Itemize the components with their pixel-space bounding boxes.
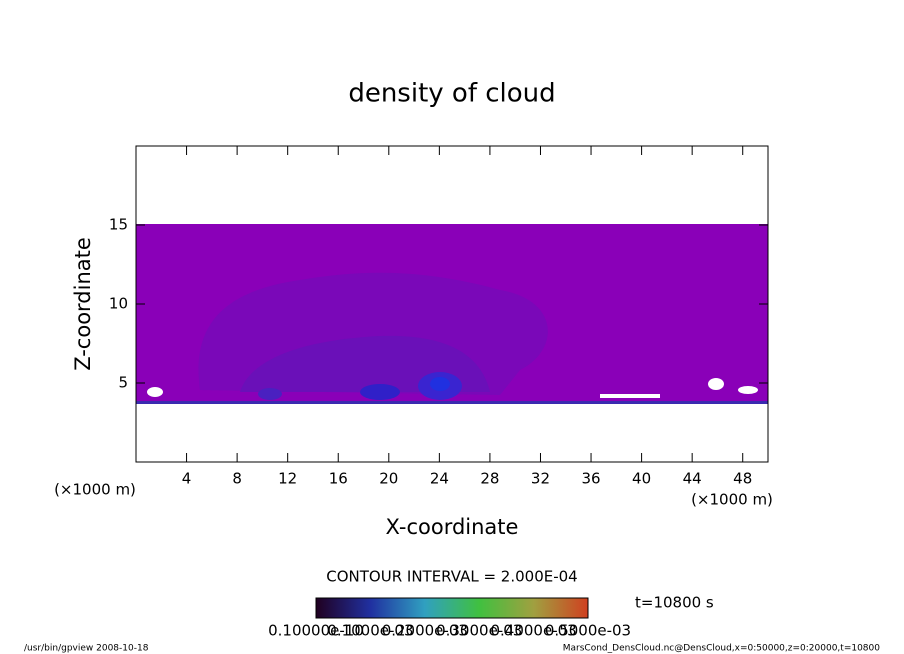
- y-tick-label: 15: [109, 216, 128, 234]
- colorbar-label: 0.1000e-03: [327, 622, 413, 640]
- x-tick-label: 16: [329, 470, 348, 488]
- x-tick-label: 40: [632, 470, 651, 488]
- contour-fill: [430, 377, 450, 391]
- x-tick-label: 8: [232, 470, 242, 488]
- x-axis-label: X-coordinate: [386, 515, 519, 539]
- contour-gap: [600, 394, 660, 398]
- colorbar: [315, 597, 589, 619]
- x-tick-label: 32: [531, 470, 550, 488]
- chart-title: density of cloud: [348, 79, 555, 109]
- contour-gap: [738, 386, 758, 394]
- x-tick-label: 28: [480, 470, 499, 488]
- x-tick-label: 44: [683, 470, 702, 488]
- x-tick-label: 24: [430, 470, 449, 488]
- x-tick-label: 48: [733, 470, 752, 488]
- contour-fill: [360, 384, 400, 400]
- contour-fill: [136, 401, 768, 404]
- x-unit: (×1000 m): [691, 491, 773, 509]
- y-tick-label: 10: [109, 295, 128, 313]
- time-label: t=10800 s: [635, 594, 714, 612]
- y-tick-label: 5: [118, 374, 128, 392]
- contour-interval: CONTOUR INTERVAL = 2.000E-04: [326, 568, 577, 586]
- y-axis-label: Z-coordinate: [71, 237, 95, 371]
- colorbar-label: 0.4000e-03: [490, 622, 576, 640]
- x-tick-label: 20: [379, 470, 398, 488]
- field: [136, 224, 768, 404]
- contour-gap: [708, 378, 724, 390]
- x-tick-label: 4: [182, 470, 192, 488]
- footer-left: /usr/bin/gpview 2008-10-18: [24, 644, 149, 654]
- x-unit: (×1000 m): [54, 481, 136, 499]
- colorbar-label: 0.10000e-10: [268, 622, 364, 640]
- contour-fill: [258, 388, 282, 400]
- x-tick-label: 12: [278, 470, 297, 488]
- x-tick-label: 36: [581, 470, 600, 488]
- contour-gap: [147, 387, 163, 397]
- colorbar-label: 0.5000e-03: [545, 622, 631, 640]
- colorbar-label: 0.2000e-03: [382, 622, 468, 640]
- footer-right: MarsCond_DensCloud.nc@DensCloud,x=0:5000…: [563, 644, 880, 654]
- colorbar-label: 0.3000e-03: [436, 622, 522, 640]
